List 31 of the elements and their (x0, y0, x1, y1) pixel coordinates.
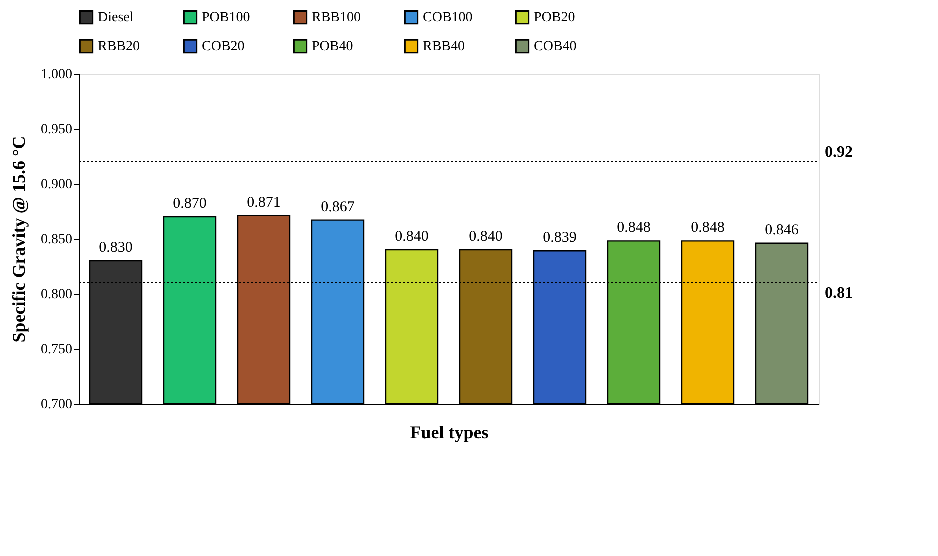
data-label: 0.848 (691, 220, 725, 236)
legend-label: POB40 (312, 40, 354, 54)
y-tick-label: 0.900 (41, 178, 72, 192)
legend-label: POB20 (534, 10, 576, 26)
y-tick-label: 0.850 (41, 232, 72, 248)
legend-label: RBB40 (423, 40, 466, 54)
data-label: 0.840 (395, 229, 429, 245)
legend-label: COB40 (534, 40, 577, 54)
y-tick-label: 0.750 (41, 342, 72, 358)
legend-label: RBB100 (312, 10, 362, 26)
data-label: 0.840 (469, 229, 503, 245)
y-axis-title: Specific Gravity @ 15.6 °C (9, 136, 29, 343)
y-tick-label: 0.800 (41, 288, 72, 302)
ref-line-label: 0.81 (825, 285, 853, 302)
data-label: 0.848 (617, 220, 651, 236)
x-axis-title: Fuel types (410, 422, 489, 442)
data-label: 0.846 (765, 222, 800, 238)
legend-label: COB20 (202, 40, 245, 54)
y-tick-label: 0.950 (41, 122, 72, 138)
data-label: 0.870 (173, 196, 207, 212)
legend-label: RBB20 (98, 40, 140, 54)
data-label: 0.871 (247, 194, 281, 211)
legend-label: Diesel (98, 10, 134, 26)
data-label: 0.867 (321, 199, 356, 216)
legend-label: POB100 (202, 10, 250, 26)
legend-label: COB100 (423, 10, 473, 26)
data-label: 0.839 (543, 230, 577, 246)
ref-line-label: 0.92 (825, 144, 853, 161)
data-label: 0.830 (99, 240, 133, 256)
y-tick-label: 1.000 (41, 68, 72, 82)
y-tick-label: 0.700 (41, 398, 72, 412)
